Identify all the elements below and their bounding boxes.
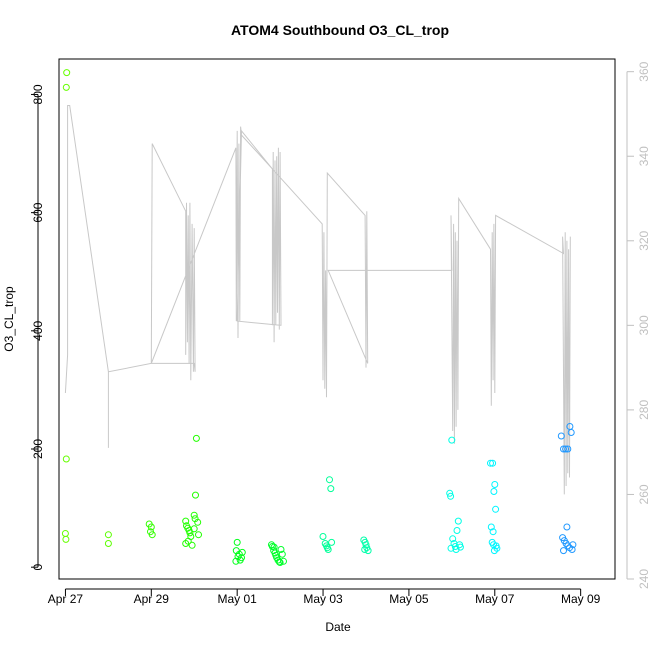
data-point [564,542,572,550]
x-tick-label: May 01 [217,592,257,606]
right-y-axis: 240 260 280 300 320 340 360 [626,61,650,589]
right-tick-label: 240 [637,569,650,589]
data-point [489,528,497,536]
left-tick-label: 600 [31,202,45,222]
data-point [148,531,156,539]
data-point [190,525,198,533]
data-point [62,83,70,91]
right-tick-label: 280 [637,400,650,420]
data-point [194,518,202,526]
data-point [487,459,494,467]
data-point [567,429,575,436]
right-tick-label: 320 [637,230,650,250]
data-point [563,523,571,531]
data-point [277,546,285,553]
data-point [275,558,283,566]
right-tick-label: 340 [637,146,650,166]
plot-frame [58,58,616,580]
data-point [456,543,464,551]
right-tick-label: 260 [637,484,650,504]
data-points [61,69,577,566]
data-point [560,547,567,555]
chart-title: ATOM4 Southbound O3_CL_trop [231,22,449,38]
data-point [489,459,497,467]
data-point [233,538,241,546]
data-point [487,523,495,531]
data-point [568,546,576,553]
x-tick-label: Apr 27 [48,592,84,606]
data-point [446,489,454,497]
data-point [449,535,457,543]
data-point [186,529,194,537]
data-point [491,481,499,488]
data-point [278,550,286,558]
data-point [182,517,190,525]
data-point [492,505,500,513]
x-tick-label: May 09 [561,592,601,606]
data-point [236,556,244,564]
x-tick-label: May 07 [475,592,515,606]
left-y-axis: 0 200 400 600 800 [31,84,45,571]
left-tick-label: 200 [31,439,45,459]
data-point [451,543,459,550]
data-point [195,531,202,539]
trace-line [64,105,571,495]
data-point [453,527,461,534]
data-point [192,434,200,442]
data-point [448,436,456,444]
data-point [364,547,372,555]
data-point [560,445,567,453]
x-tick-label: May 03 [303,592,343,606]
data-point [270,543,278,551]
data-point [188,541,196,549]
data-point [147,523,155,531]
data-point [326,476,333,484]
data-point [454,517,462,525]
data-point [447,544,455,552]
data-point [182,540,190,547]
data-point [362,541,370,549]
data-point [238,548,246,556]
data-point [190,511,198,519]
data-point [328,538,336,546]
data-point [324,546,332,553]
right-tick-label: 300 [637,315,650,335]
data-point [327,485,335,493]
right-tick-label: 360 [637,61,650,81]
left-tick-label: 400 [31,320,45,340]
x-tick-label: May 05 [389,592,429,606]
data-point [62,535,70,543]
data-point [192,491,199,499]
data-point [319,533,327,540]
data-point [562,445,570,453]
data-point [557,432,565,440]
y-axis-label: O3_CL_trop [2,286,16,352]
data-point [280,557,287,565]
data-point [104,540,112,547]
x-tick-label: Apr 29 [134,592,170,606]
data-point [61,530,69,537]
x-axis: Apr 27 Apr 29 May 01 May 03 May 05 May 07 May … [48,588,601,606]
data-point [62,455,70,463]
left-tick-label: 0 [31,564,45,571]
data-point [232,557,240,565]
data-point [490,488,498,495]
data-point [569,541,577,549]
right-axis-trace [64,105,571,495]
data-point [447,492,455,500]
data-point [276,559,284,566]
x-axis-label: Date [325,620,351,634]
data-point [63,69,71,77]
data-point [490,547,498,555]
data-point [361,546,369,553]
data-point [104,531,112,539]
left-tick-label: 800 [31,84,45,104]
data-point [564,445,572,453]
